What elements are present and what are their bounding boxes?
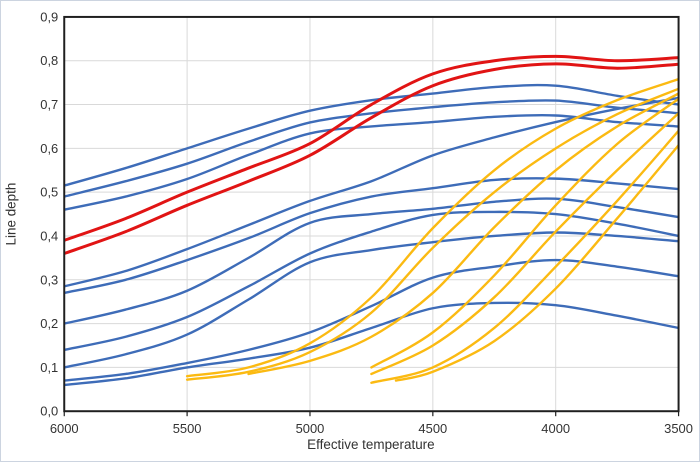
x-tick-label: 4000 [541,421,570,436]
series-line-blue-6 [64,197,679,325]
series-line-blue-4 [64,96,679,288]
series-line-blue-2 [64,99,679,198]
series-line-blue-3 [64,113,679,211]
series-line-yellow-7 [394,144,679,382]
series-line-red-2 [64,62,679,255]
y-tick-label: 0,1 [40,360,58,375]
x-tick-label: 5500 [173,421,202,436]
y-tick-label: 0,3 [40,272,58,287]
x-tick-label: 3500 [664,421,693,436]
series-lines [64,54,679,387]
y-axis-title: Line depth [3,183,18,246]
series-line-yellow-6 [370,129,679,384]
series-line-blue-1 [64,83,679,187]
tick-labels: 6000 5500 5000 4500 4000 3500 0,0 0,1 0,2 0,3 0,4 0… [40,9,693,436]
series-line-yellow-4 [370,97,679,369]
plot-frame [63,15,680,413]
series-line-blue-10 [64,301,679,387]
y-tick-label: 0,5 [40,185,58,200]
x-axis-title: Effective temperature [307,437,434,452]
y-tick-label: 0,4 [40,228,58,243]
y-tick-label: 0,2 [40,316,58,331]
series-line-yellow-1 [185,77,679,378]
y-tick-label: 0,9 [40,9,58,24]
y-tick-label: 0,8 [40,53,58,68]
series-line-blue-5 [64,177,679,295]
x-tick-label: 6000 [50,421,79,436]
x-tick-label: 4500 [418,421,447,436]
series-line-yellow-5 [370,112,679,376]
axis-ticks [63,411,680,417]
series-line-blue-9 [64,258,679,382]
series-line-yellow-3 [247,92,679,376]
y-tick-label: 0,0 [40,404,58,419]
y-tick-label: 0,6 [40,141,58,156]
series-line-blue-7 [64,210,679,352]
series-line-yellow-2 [185,87,679,381]
x-tick-label: 5000 [296,421,325,436]
series-line-red-1 [64,54,679,242]
series-line-blue-8 [64,231,679,369]
y-tick-label: 0,7 [40,97,58,112]
